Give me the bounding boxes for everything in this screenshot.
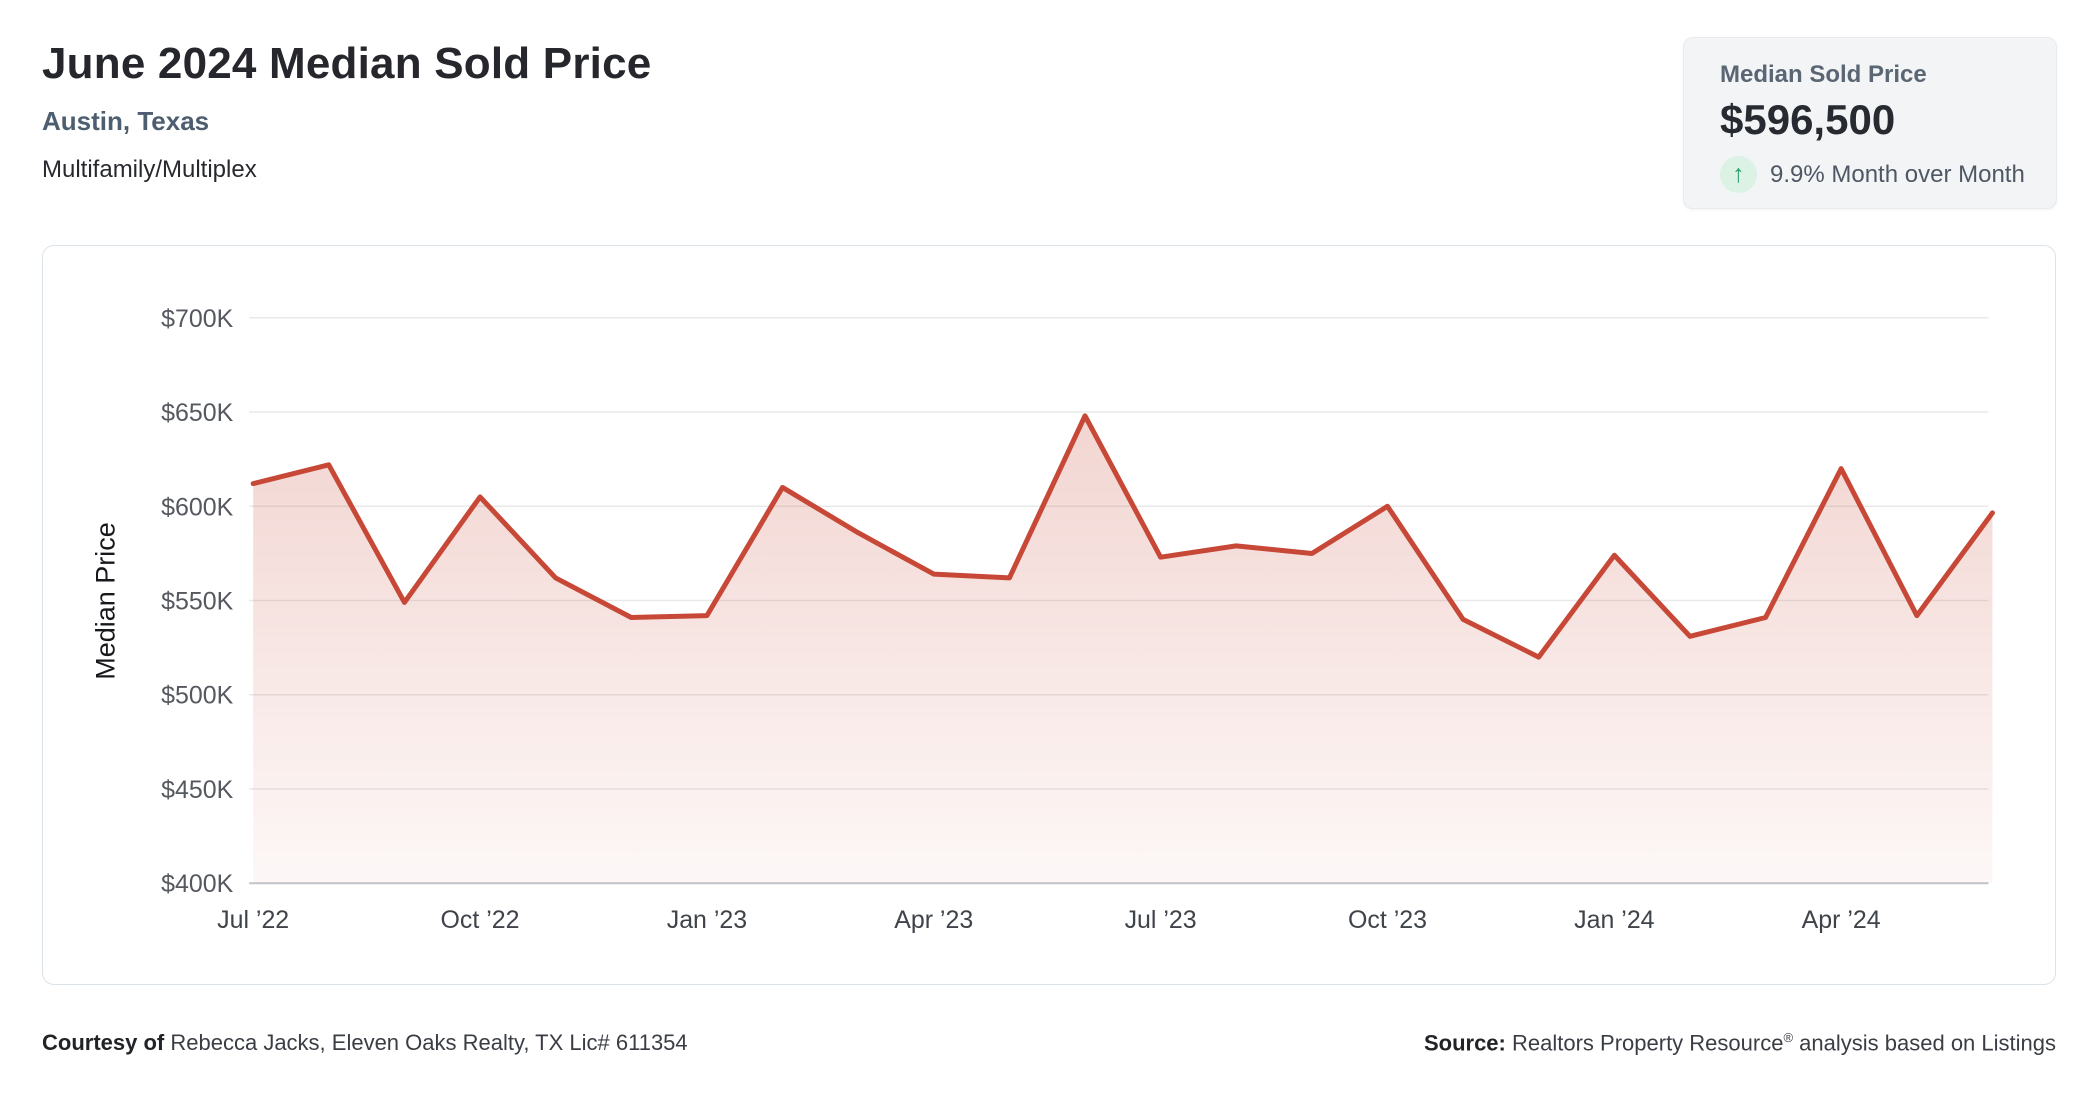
page-title: June 2024 Median Sold Price xyxy=(42,39,652,88)
stat-card-value: $596,500 xyxy=(1720,96,1896,143)
y-tick-label: $650K xyxy=(161,399,233,427)
chart-card: Median Price $700K $650K $600K $550K $500K $4… xyxy=(42,245,2056,985)
y-tick-label: $450K xyxy=(161,776,233,804)
source-name: Realtors Property Resource xyxy=(1512,1030,1784,1056)
median-sold-price-card: Median Sold Price $596,500 ↑ 9.9% Month … xyxy=(1683,37,2057,209)
y-tick-label: $500K xyxy=(161,682,233,710)
source-line: Source: Realtors Property Resource® anal… xyxy=(1424,1030,2056,1056)
median-price-area-chart[interactable]: $700K $650K $600K $550K $500K $450K $400K Jul ’… xyxy=(43,246,2055,984)
location-subtitle: Austin, Texas xyxy=(42,106,210,136)
x-tick-label: Jul ’23 xyxy=(1125,906,1197,934)
up-arrow-icon: ↑ xyxy=(1720,156,1757,193)
area-fill xyxy=(253,415,1993,884)
month-over-month-change: ↑ 9.9% Month over Month xyxy=(1720,156,2056,193)
y-tick-label: $550K xyxy=(161,588,233,616)
report-footer: Courtesy of Rebecca Jacks, Eleven Oaks R… xyxy=(42,1030,2056,1056)
registered-trademark-symbol: ® xyxy=(1783,1030,1794,1045)
stat-card-label: Median Sold Price xyxy=(1720,61,1927,88)
stat-change-text: 9.9% Month over Month xyxy=(1770,160,2025,188)
source-label: Source: xyxy=(1423,1030,1506,1056)
x-tick-label: Oct ’22 xyxy=(441,906,520,934)
x-tick-label: Jan ’24 xyxy=(1574,906,1655,934)
source-rest: analysis based on Listings xyxy=(1799,1030,2056,1056)
x-tick-label: Oct ’23 xyxy=(1348,906,1427,934)
x-tick-label: Apr ’23 xyxy=(894,906,973,934)
y-tick-label: $400K xyxy=(161,870,233,898)
x-tick-label: Apr ’24 xyxy=(1802,906,1881,934)
y-tick-label: $600K xyxy=(161,493,233,521)
price-line xyxy=(250,413,1995,660)
courtesy-label: Courtesy of xyxy=(42,1030,165,1056)
x-tick-label: Jan ’23 xyxy=(667,906,747,934)
y-tick-label: $700K xyxy=(161,305,233,333)
courtesy-line: Courtesy of Rebecca Jacks, Eleven Oaks R… xyxy=(42,1030,688,1056)
courtesy-text: Rebecca Jacks, Eleven Oaks Realty, TX Li… xyxy=(170,1030,688,1056)
property-type-label: Multifamily/Multiplex xyxy=(42,156,257,183)
x-tick-label: Jul ’22 xyxy=(217,906,289,934)
